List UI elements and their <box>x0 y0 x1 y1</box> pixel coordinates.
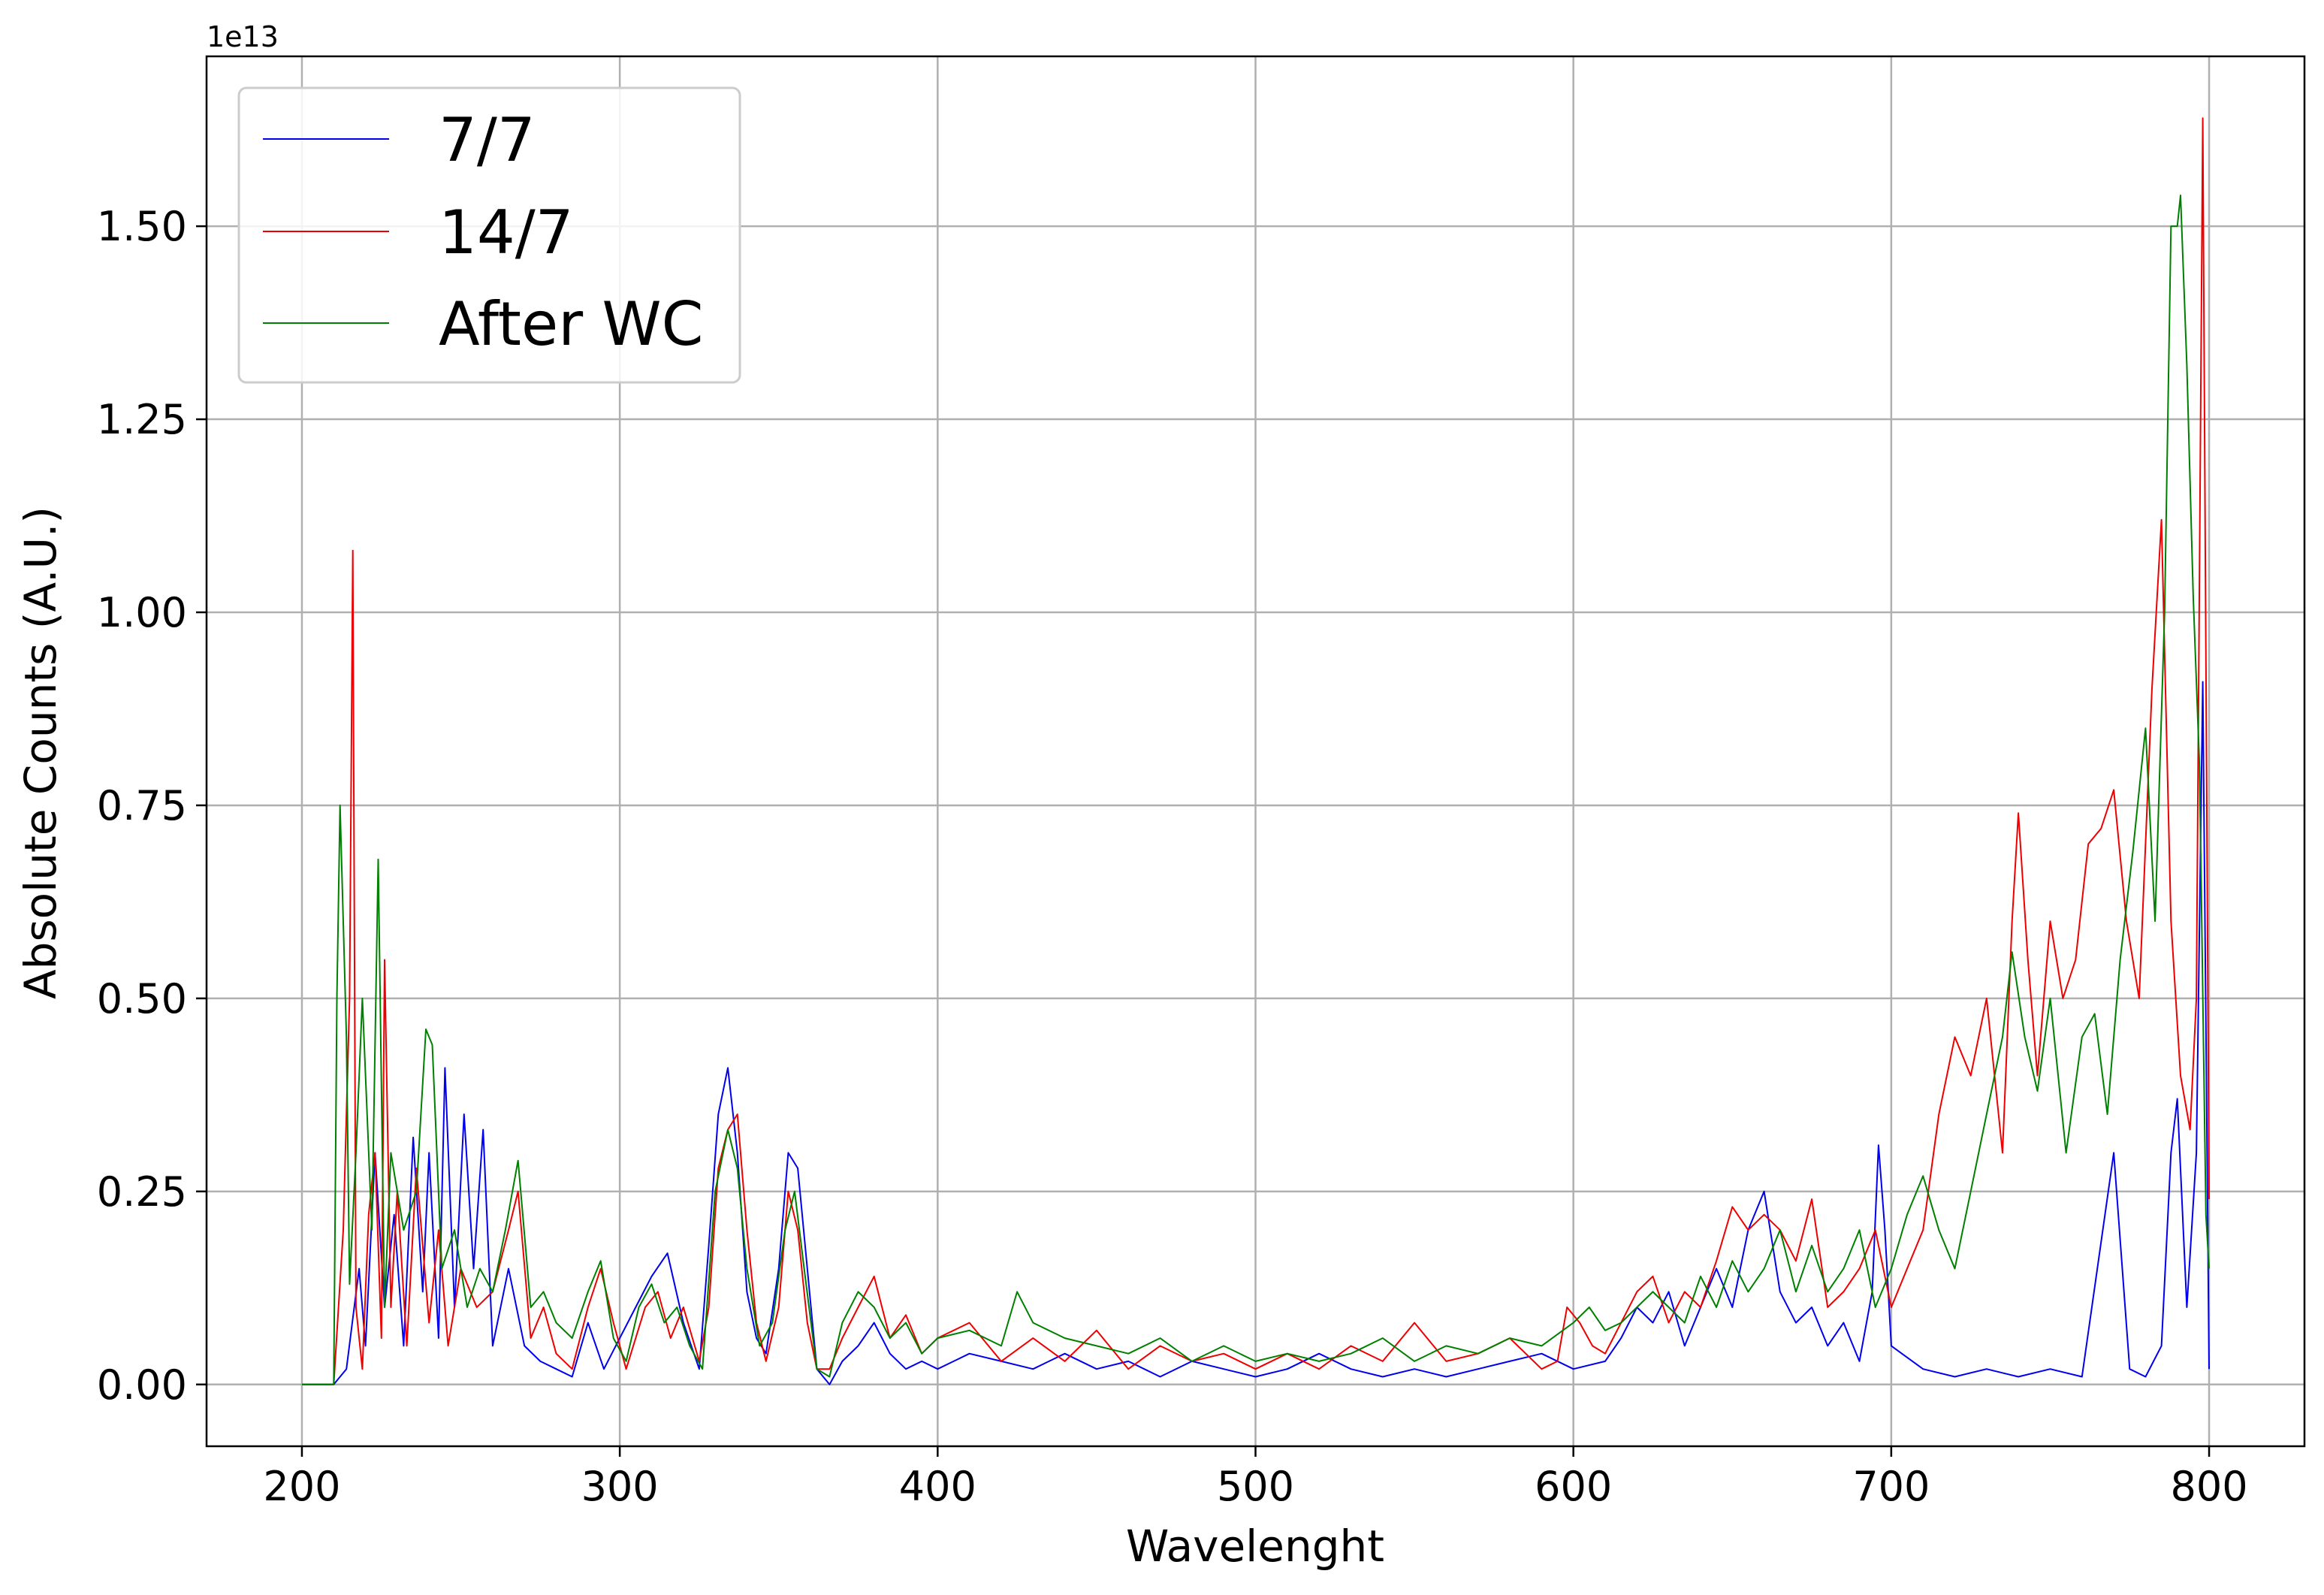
series-line-14-7 <box>302 117 2210 1385</box>
x-tick-label: 700 <box>1852 1463 1930 1510</box>
x-tick-label: 200 <box>263 1463 340 1510</box>
y-axis-label: Absolute Counts (A.U.) <box>15 506 66 999</box>
y-offset-label: 1e13 <box>207 20 279 53</box>
legend-label-after-wc: After WC <box>439 289 704 359</box>
x-tick-label: 800 <box>2171 1463 2248 1510</box>
x-tick-label: 600 <box>1535 1463 1612 1510</box>
series-layer <box>302 117 2210 1385</box>
x-tick-label: 500 <box>1217 1463 1294 1510</box>
legend: 7/7 14/7 After WC <box>237 86 741 384</box>
x-tick-label: 400 <box>899 1463 976 1510</box>
x-tick-label: 300 <box>581 1463 659 1510</box>
legend-label-14-7: 14/7 <box>439 198 574 267</box>
grid-layer <box>207 56 2304 1446</box>
series-line-7-7 <box>302 681 2210 1385</box>
legend-box <box>237 86 741 384</box>
series-line-after-wc <box>302 195 2210 1385</box>
y-tick-label: 0.50 <box>97 975 187 1023</box>
y-tick-label: 1.50 <box>97 203 187 250</box>
y-tick-label: 1.25 <box>97 396 187 443</box>
x-axis-label: Wavelenght <box>1126 1521 1384 1572</box>
y-tick-label: 0.25 <box>97 1168 187 1216</box>
legend-label-7-7: 7/7 <box>439 105 536 175</box>
tick-layer: 200 300 400 500 600 700 800 0.00 0.25 0.50 0.75 1.0… <box>97 203 2248 1510</box>
y-tick-label: 1.00 <box>97 589 187 636</box>
y-tick-label: 0.00 <box>97 1361 187 1409</box>
y-tick-label: 0.75 <box>97 782 187 829</box>
